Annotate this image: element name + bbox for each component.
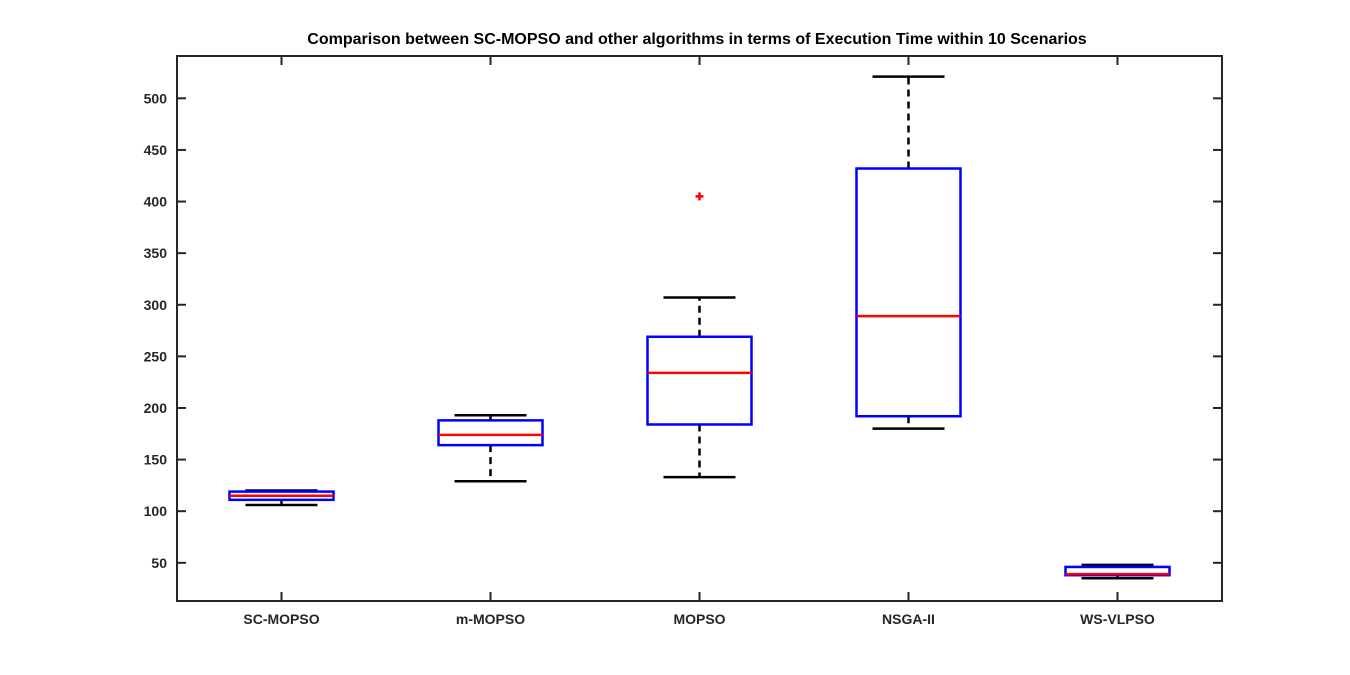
- iqr-box: [437, 419, 544, 447]
- y-tick-label: 50: [151, 555, 167, 571]
- x-tick-label: SC-MOPSO: [243, 611, 319, 627]
- plot-frame: [176, 55, 1223, 602]
- y-tick-label: 500: [144, 90, 168, 106]
- y-tick-label: 350: [144, 245, 168, 261]
- y-tick-label: 400: [144, 194, 168, 210]
- y-tick-label: 300: [144, 297, 168, 313]
- iqr-box: [855, 167, 962, 418]
- y-tick-label: 250: [144, 348, 168, 364]
- chart-title: Comparison between SC-MOPSO and other al…: [307, 31, 1087, 48]
- iqr-box: [646, 335, 753, 426]
- x-tick-label: NSGA-II: [882, 611, 935, 627]
- y-tick-label: 450: [144, 142, 168, 158]
- x-tick-label: WS-VLPSO: [1080, 611, 1155, 627]
- plot-area: 50 100 150 200 250 300 350 400 450 500 SC-MOPSO m-M…: [144, 55, 1223, 627]
- x-tick-label: MOPSO: [673, 611, 725, 627]
- x-tick-label: m-MOPSO: [456, 611, 525, 627]
- y-tick-label: 100: [144, 503, 168, 519]
- y-tick-label: 150: [144, 452, 168, 468]
- y-tick-label: 200: [144, 400, 168, 416]
